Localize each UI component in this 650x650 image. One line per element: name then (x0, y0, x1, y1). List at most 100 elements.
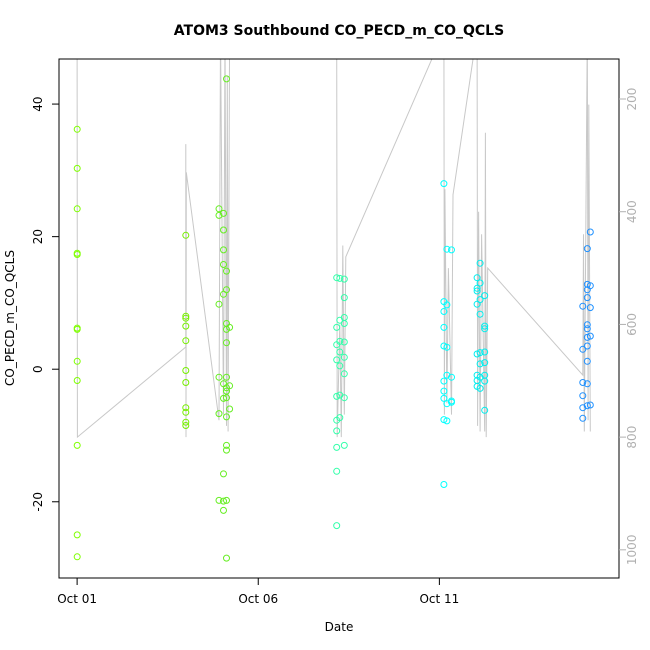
data-point (443, 343, 451, 351)
x-axis-title: Date (325, 620, 354, 634)
data-point (215, 205, 223, 213)
data-point (333, 467, 341, 475)
data-point (586, 401, 594, 409)
y-tick-label: 20 (31, 229, 45, 244)
data-point (473, 274, 481, 282)
data-point (448, 246, 455, 254)
right-y-axis: 200 400 600 800 1000 (619, 88, 639, 566)
data-point (583, 342, 591, 350)
data-point (223, 554, 230, 562)
chart-title: ATOM3 Southbound CO_PECD_m_CO_QCLS (174, 23, 504, 39)
data-point (73, 377, 81, 384)
data-point (476, 259, 484, 267)
data-point (440, 180, 448, 188)
y-tick-label: 40 (31, 96, 45, 111)
data-point (220, 209, 227, 217)
data-point (336, 274, 344, 282)
data-point (182, 367, 190, 374)
data-point (443, 245, 451, 253)
data-point (481, 359, 489, 367)
data-point (220, 246, 227, 254)
data-point (583, 245, 591, 253)
data-point (473, 284, 481, 292)
data-point (223, 394, 230, 402)
data-points (73, 75, 594, 562)
data-point (336, 362, 344, 370)
data-point (476, 384, 484, 392)
data-point (215, 496, 223, 504)
y-tick-label: -20 (31, 492, 45, 512)
data-point (440, 377, 448, 385)
right-y-tick-label: 800 (625, 426, 639, 449)
data-point (336, 337, 344, 345)
data-point (182, 408, 190, 416)
data-point (223, 339, 230, 347)
data-point (481, 406, 489, 414)
data-point (481, 348, 489, 356)
data-point (182, 322, 190, 330)
y-axis-title: CO_PECD_m_CO_QCLS (3, 250, 17, 386)
data-point (440, 308, 448, 315)
data-point (220, 497, 227, 505)
data-point (333, 274, 341, 282)
data-point (476, 310, 484, 318)
right-y-tick-label: 1000 (625, 535, 639, 566)
data-point (226, 382, 234, 390)
data-point (473, 287, 481, 295)
data-point (340, 353, 348, 361)
data-point (73, 553, 81, 561)
data-point (182, 314, 190, 322)
data-point (220, 506, 227, 514)
right-y-tick-label: 600 (625, 313, 639, 336)
data-point (340, 294, 348, 302)
data-point (73, 441, 81, 449)
x-axis: Oct 01 Oct 06 Oct 11 (57, 578, 459, 606)
data-point (223, 413, 230, 421)
data-point (586, 228, 594, 236)
data-point (182, 379, 190, 386)
data-point (586, 282, 594, 290)
data-point (340, 370, 348, 378)
data-point (182, 312, 190, 320)
data-point (579, 345, 587, 353)
data-point (476, 349, 484, 357)
data-point (443, 301, 451, 309)
data-point (220, 226, 227, 234)
data-point (182, 418, 190, 426)
data-point (333, 443, 341, 451)
right-y-tick-label: 200 (625, 88, 639, 111)
data-point (583, 321, 591, 329)
data-point (73, 125, 81, 133)
data-point (223, 75, 230, 83)
data-point (223, 373, 230, 381)
data-point (215, 300, 223, 308)
data-point (443, 417, 451, 425)
data-point (586, 304, 594, 312)
data-point (182, 231, 190, 239)
data-point (333, 427, 341, 435)
data-point (73, 325, 81, 333)
data-point (226, 405, 234, 413)
data-point (220, 394, 227, 402)
x-tick-label: Oct 01 (57, 592, 97, 606)
data-point (223, 267, 230, 275)
data-point (340, 441, 348, 449)
data-point (73, 251, 81, 258)
data-point (182, 337, 190, 345)
y-tick-label: 0 (31, 365, 45, 373)
data-point (476, 360, 484, 368)
data-point (220, 261, 227, 268)
data-point (333, 356, 341, 364)
data-point (73, 357, 81, 365)
data-point (579, 302, 587, 310)
data-point (579, 404, 587, 412)
data-point (223, 286, 230, 294)
data-point (215, 410, 223, 418)
data-point (340, 338, 348, 346)
data-point (440, 394, 448, 402)
right-y-tick-label: 400 (625, 200, 639, 223)
data-point (583, 325, 591, 333)
data-point (333, 522, 341, 530)
